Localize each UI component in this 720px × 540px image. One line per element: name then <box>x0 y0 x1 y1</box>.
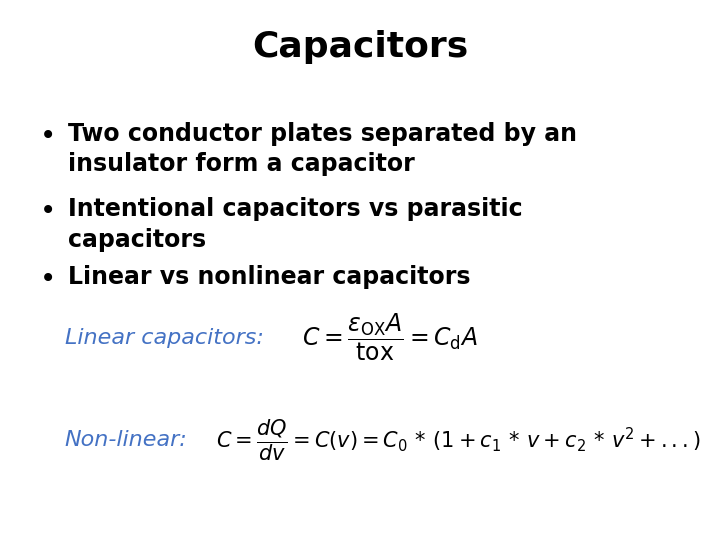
Text: $C = \dfrac{\varepsilon_{\mathrm{OX}}A}{\mathrm{tox}} = C_{\mathrm{d}}A$: $C = \dfrac{\varepsilon_{\mathrm{OX}}A}{… <box>302 312 478 363</box>
Text: Non-linear:: Non-linear: <box>65 430 187 450</box>
Text: Capacitors: Capacitors <box>252 30 468 64</box>
Text: •: • <box>40 265 56 293</box>
Text: Intentional capacitors vs parasitic
capacitors: Intentional capacitors vs parasitic capa… <box>68 197 523 252</box>
Text: Two conductor plates separated by an
insulator form a capacitor: Two conductor plates separated by an ins… <box>68 122 577 176</box>
Text: Linear vs nonlinear capacitors: Linear vs nonlinear capacitors <box>68 265 471 288</box>
Text: •: • <box>40 122 56 150</box>
Text: Linear capacitors:: Linear capacitors: <box>65 327 264 348</box>
Text: $C = \dfrac{dQ}{dv} = C(v) = C_0{\,*\,}(1 + c_1{\,*\,}v + c_2{\,*\,}v^2 + ...)$: $C = \dfrac{dQ}{dv} = C(v) = C_0{\,*\,}(… <box>216 417 701 463</box>
Text: •: • <box>40 197 56 225</box>
